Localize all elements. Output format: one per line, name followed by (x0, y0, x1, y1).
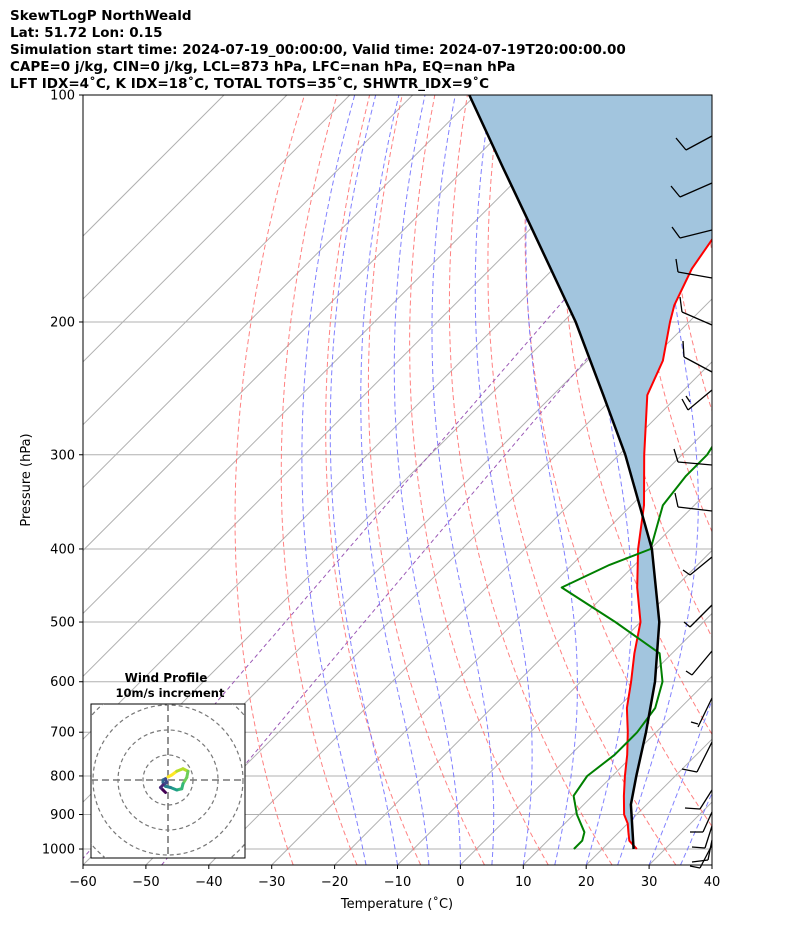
wind-barb (690, 811, 713, 833)
x-tick-label: −60 (69, 875, 96, 890)
dry-adiabat (728, 95, 794, 865)
moist-adiabat (525, 95, 578, 865)
isotherm (711, 864, 712, 865)
x-tick-label: 0 (456, 875, 464, 890)
isotherm (83, 95, 539, 552)
moist-adiabat (329, 95, 398, 865)
y-tick-label: 200 (50, 315, 75, 330)
indices-line-2: LFT IDX=4˚C, K IDX=18˚C, TOTAL TOTS=35˚C… (10, 76, 490, 92)
grid-layer (83, 95, 794, 865)
y-tick-label: 100 (50, 89, 75, 104)
dry-adiabat (367, 95, 485, 865)
y-tick-label: 600 (50, 675, 75, 690)
wind-barb (685, 650, 713, 676)
hodograph-subtitle: 10m/s increment (116, 686, 225, 700)
data-layer (468, 95, 712, 850)
y-tick-label: 1000 (42, 843, 75, 858)
isotherm (397, 549, 712, 865)
hodograph: Wind Profile 10m/s increment (90, 671, 246, 859)
x-tick-label: −50 (132, 875, 159, 890)
x-tick-label: −30 (258, 875, 285, 890)
isotherm (83, 95, 288, 300)
dry-adiabat (234, 95, 305, 865)
wind-barb (684, 789, 713, 810)
dry-adiabat (487, 95, 677, 865)
wind-barb (670, 182, 713, 198)
moist-adiabat (648, 698, 712, 865)
wind-barb (689, 844, 713, 869)
time-line: Simulation start time: 2024-07-19_00:00:… (10, 42, 626, 58)
wind-barb (675, 258, 713, 279)
isotherm (271, 423, 712, 865)
wind-barb (671, 226, 713, 239)
isotherm (83, 95, 414, 426)
wind-barb (682, 556, 713, 576)
dewpoint-line (560, 445, 712, 850)
wind-barb (681, 389, 713, 411)
parcel-line (468, 95, 661, 850)
wind-barb (679, 296, 713, 326)
moist-adiabat (617, 95, 699, 865)
y-tick-label: 500 (50, 616, 75, 631)
chart-header: SkewTLogP NorthWeald Lat: 51.72 Lon: 0.1… (10, 8, 626, 93)
chart-title: SkewTLogP NorthWeald (10, 8, 192, 24)
dry-adiabat (761, 95, 794, 865)
wind-barb (691, 825, 713, 849)
cin-shading (469, 95, 712, 849)
isotherm (83, 95, 225, 237)
moist-adiabat (393, 95, 461, 865)
isotherm (83, 95, 351, 363)
x-tick-label: 10 (515, 875, 532, 890)
moist-adiabat (431, 95, 495, 865)
y-axis-label: Pressure (hPa) (19, 433, 34, 526)
y-tick-label: 800 (50, 769, 75, 784)
isotherm (522, 675, 712, 865)
x-tick-label: 30 (641, 875, 658, 890)
indices-line-1: CAPE=0 j/kg, CIN=0 j/kg, LCL=873 hPa, LF… (10, 59, 516, 75)
dry-adiabat (448, 95, 613, 865)
wind-barb (681, 741, 713, 773)
y-tick-label: 400 (50, 542, 75, 557)
y-tick-label: 300 (50, 448, 75, 463)
moist-adiabat (301, 95, 367, 865)
dry-adiabat (662, 95, 712, 413)
wind-barb (690, 697, 713, 728)
y-tick-label: 900 (50, 808, 75, 823)
wind-barb (683, 604, 713, 628)
wind-barb (682, 340, 713, 373)
dry-adiabat (560, 95, 712, 736)
hodograph-plot (91, 704, 245, 858)
dry-adiabat (325, 95, 422, 865)
x-tick-label: −40 (195, 875, 222, 890)
isotherm (145, 298, 712, 865)
x-tick-label: −20 (321, 875, 348, 890)
wind-barbs (670, 135, 713, 869)
isotherm (460, 612, 712, 865)
hodograph-title: Wind Profile (125, 671, 208, 685)
wind-barb (674, 492, 713, 512)
y-tick-label: 700 (50, 726, 75, 741)
moist-adiabat (360, 95, 430, 865)
dry-adiabat (409, 95, 549, 865)
x-axis-label: Temperature (˚C) (340, 896, 453, 912)
x-tick-label: 40 (704, 875, 721, 890)
dry-adiabat (524, 95, 712, 828)
isotherm (334, 486, 712, 865)
location-line: Lat: 51.72 Lon: 0.15 (10, 25, 163, 41)
x-tick-label: −10 (384, 875, 411, 890)
wind-barb (673, 448, 713, 466)
hodograph-trace (161, 788, 167, 794)
dry-adiabat (280, 95, 358, 865)
wind-barb (675, 135, 713, 151)
isotherm (83, 95, 476, 489)
isotherm (83, 95, 602, 615)
temperature-line (622, 237, 712, 850)
moist-adiabat (680, 792, 712, 865)
x-tick-label: 20 (578, 875, 595, 890)
